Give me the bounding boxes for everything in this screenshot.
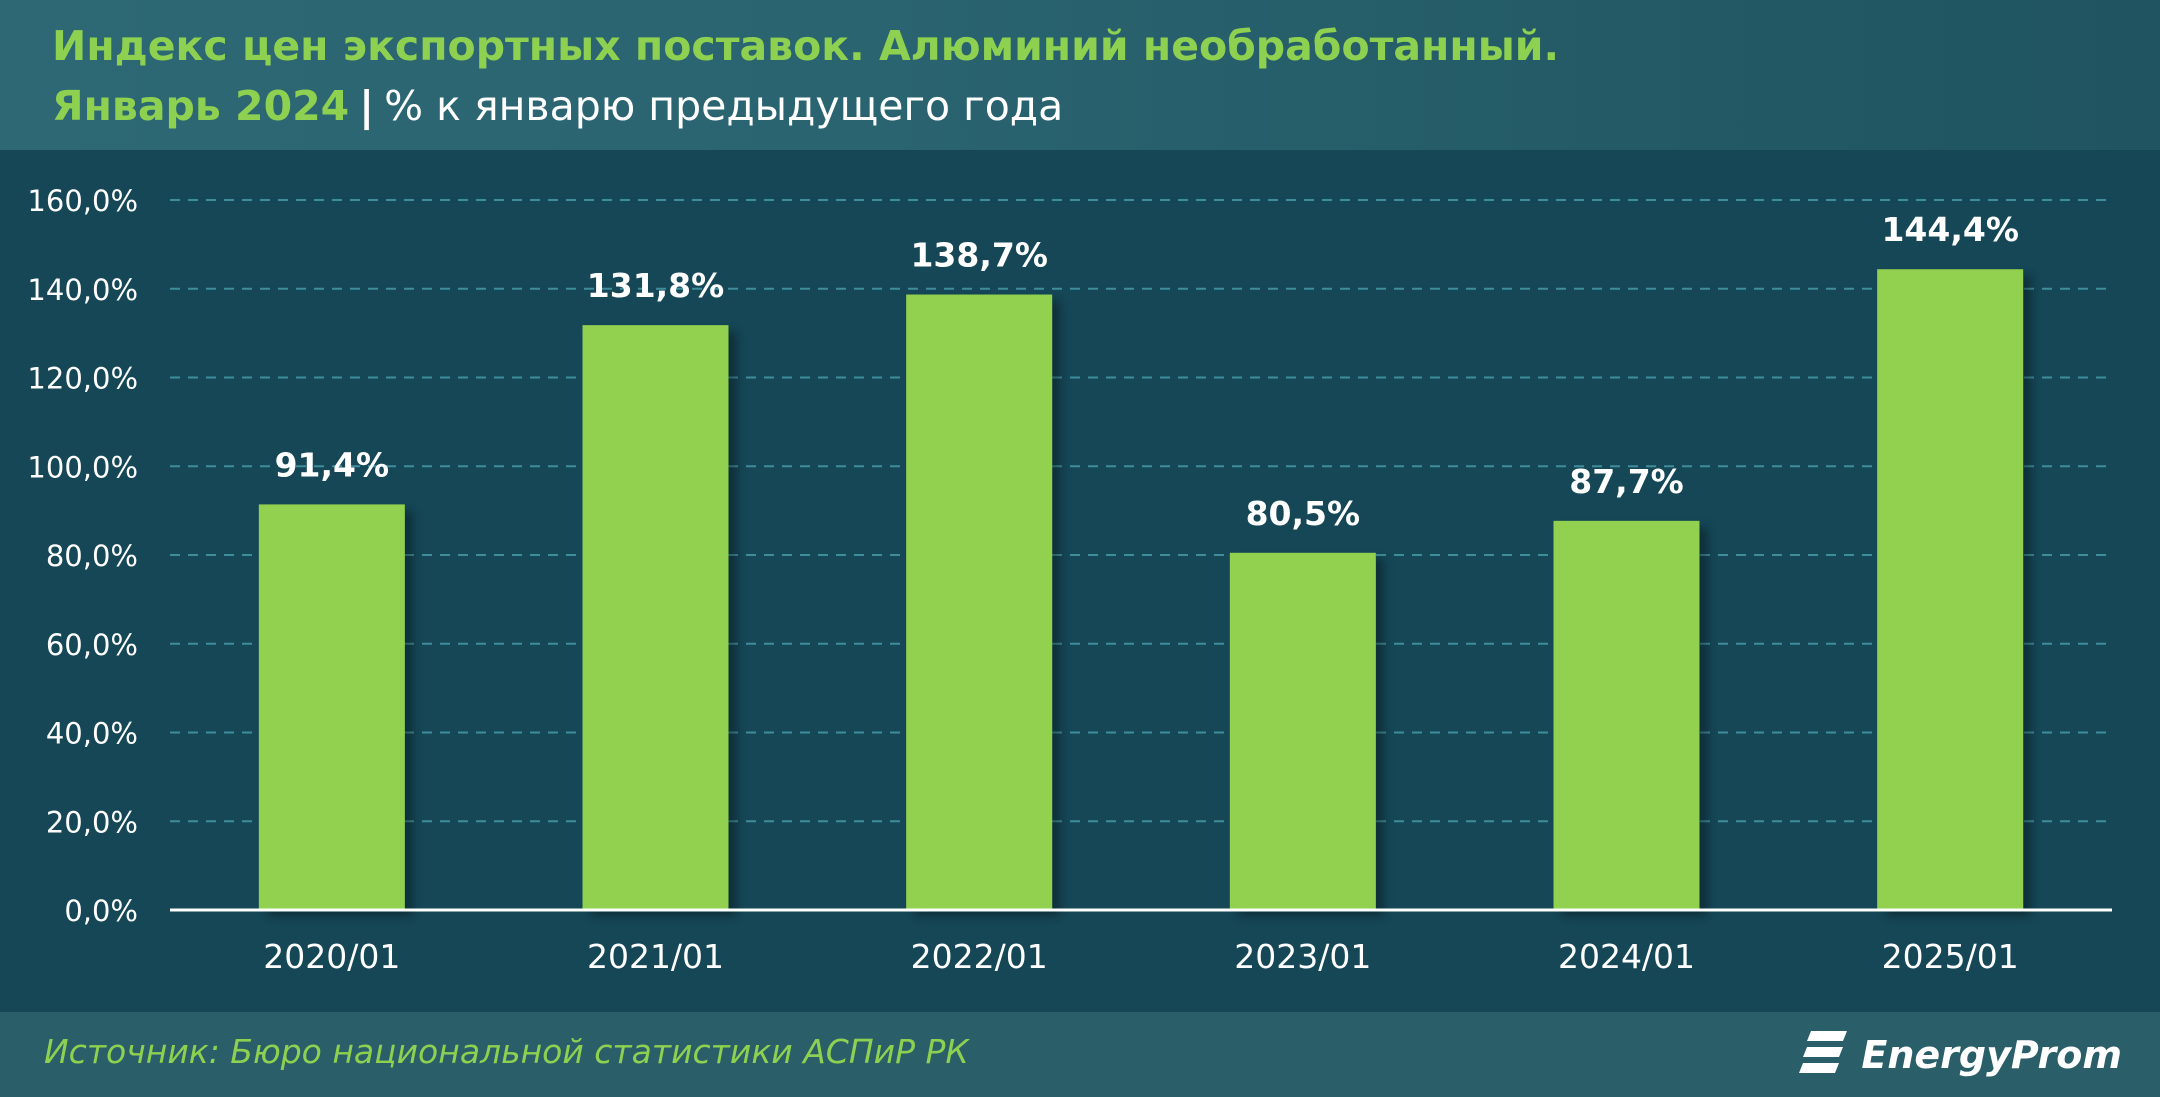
chart-footer: Источник: Бюро национальной статистики А… — [0, 1012, 2160, 1097]
source-note: Источник: Бюро национальной статистики А… — [44, 1032, 969, 1071]
data-label: 131,8% — [587, 266, 724, 305]
x-tick-label: 2023/01 — [1234, 937, 1371, 976]
data-label: 80,5% — [1246, 494, 1361, 533]
y-tick-label: 20,0% — [46, 805, 138, 839]
data-label: 87,7% — [1569, 462, 1684, 501]
y-tick-label: 100,0% — [27, 450, 138, 484]
y-axis-ticks: 0,0% 20,0% 40,0% 60,0% 80,0% 100,0% 120,0% 140,… — [27, 184, 138, 928]
y-tick-label: 60,0% — [46, 628, 138, 662]
bar-2025-01 — [1877, 269, 2024, 911]
bar-2020-01 — [258, 504, 405, 910]
bar-chart: 0,0% 20,0% 40,0% 60,0% 80,0% 100,0% 120,0% 140,… — [27, 184, 2112, 976]
y-tick-label: 120,0% — [27, 362, 138, 396]
logo-text: EnergyProm — [1861, 1033, 2122, 1077]
subtitle-period: Январь 2024 — [52, 82, 350, 130]
x-tick-label: 2025/01 — [1882, 937, 2019, 976]
bar-2024-01 — [1553, 520, 1700, 910]
data-label: 91,4% — [275, 445, 390, 484]
chart-subtitle: Январь 2024 |% к январю предыдущего года — [52, 82, 1063, 130]
gridlines — [170, 199, 2112, 823]
data-label: 138,7% — [910, 236, 1047, 275]
y-tick-label: 40,0% — [46, 717, 138, 751]
subtitle-unit-note: % к январю предыдущего года — [384, 82, 1064, 130]
x-axis-ticks: 2020/01 2021/01 2022/01 2023/01 2024/01 2025/… — [263, 937, 2018, 976]
energyprom-logo-icon — [1799, 1031, 1848, 1073]
x-tick-label: 2020/01 — [263, 937, 400, 976]
bars — [258, 269, 2024, 911]
bar-2022-01 — [906, 294, 1053, 910]
chart-title: Индекс цен экспортных поставок. Алюминий… — [52, 22, 1560, 70]
x-tick-label: 2021/01 — [587, 937, 724, 976]
y-tick-label: 160,0% — [27, 184, 138, 218]
chart-header: Индекс цен экспортных поставок. Алюминий… — [0, 0, 2160, 150]
x-tick-label: 2024/01 — [1558, 937, 1695, 976]
x-tick-label: 2022/01 — [911, 937, 1048, 976]
bar-2021-01 — [582, 325, 729, 910]
y-tick-label: 80,0% — [46, 539, 138, 573]
plot-area: 0,0% 20,0% 40,0% 60,0% 80,0% 100,0% 120,0% 140,… — [0, 150, 2160, 1012]
y-tick-label: 0,0% — [64, 894, 138, 928]
bar-2023-01 — [1229, 552, 1376, 910]
subtitle-separator: | — [359, 82, 375, 130]
energyprom-logo: EnergyProm — [1797, 1024, 2122, 1086]
y-tick-label: 140,0% — [27, 273, 138, 307]
data-labels: 91,4% 131,8% 138,7% 80,5% 87,7% 144,4% — [275, 210, 2019, 533]
data-label: 144,4% — [1881, 210, 2018, 249]
